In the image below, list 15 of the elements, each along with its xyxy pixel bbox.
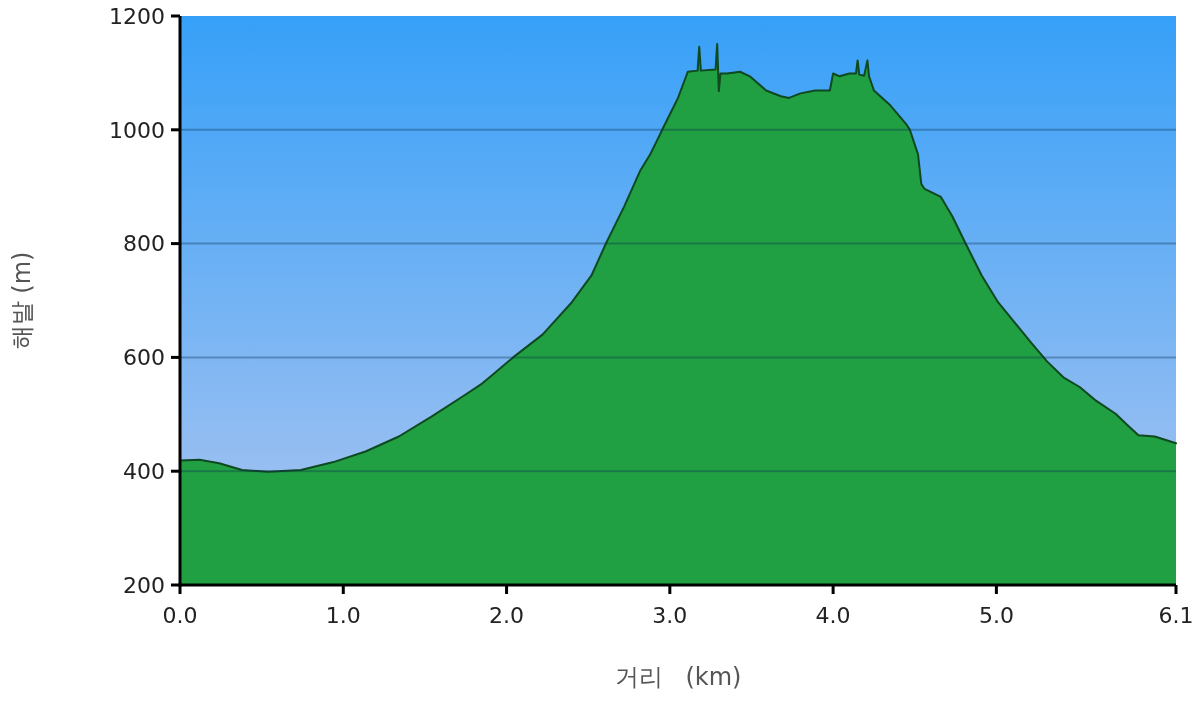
y-tick-label: 400 — [123, 458, 165, 484]
y-tick-label: 1200 — [109, 3, 165, 29]
x-tick-label: 4.0 — [815, 603, 851, 628]
x-axis-title: 거리 (km) — [614, 663, 742, 691]
y-tick-label: 800 — [123, 231, 165, 257]
y-tick-label: 200 — [123, 572, 165, 598]
x-tick-label: 0.0 — [162, 603, 198, 628]
y-tick-label: 1000 — [109, 117, 165, 143]
x-tick-label: 3.0 — [652, 603, 688, 628]
x-tick-label: 5.0 — [978, 603, 1014, 628]
y-axis-title: 해발 (m) — [8, 251, 36, 350]
x-tick-label: 2.0 — [489, 603, 525, 628]
x-tick-label: 6.1 — [1158, 603, 1194, 628]
y-tick-label: 600 — [123, 345, 165, 371]
x-tick-label: 1.0 — [325, 603, 361, 628]
